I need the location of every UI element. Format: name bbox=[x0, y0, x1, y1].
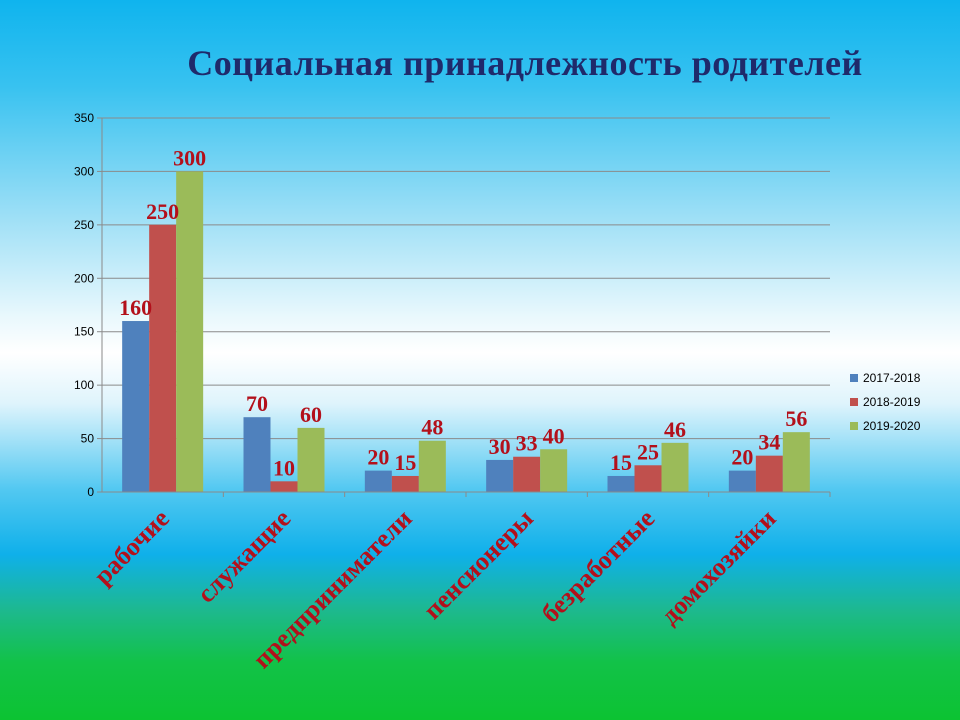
bar bbox=[661, 442, 689, 492]
legend-label: 2018-2019 bbox=[863, 395, 921, 409]
bar bbox=[391, 475, 419, 492]
y-tick-label: 250 bbox=[74, 218, 94, 232]
data-label: 15 bbox=[610, 450, 632, 475]
bar bbox=[297, 427, 325, 492]
legend-item: 2017-2018 bbox=[850, 366, 920, 390]
data-label: 48 bbox=[421, 415, 443, 440]
axes bbox=[101, 118, 831, 497]
data-label: 160 bbox=[119, 295, 152, 320]
bar bbox=[418, 440, 446, 492]
y-tick-label: 0 bbox=[87, 485, 94, 499]
bar bbox=[176, 171, 204, 492]
data-label: 30 bbox=[489, 434, 511, 459]
bar bbox=[243, 417, 271, 492]
y-tick-label: 350 bbox=[74, 111, 94, 125]
chart-title: Социальная принадлежность родителей bbox=[187, 43, 863, 83]
data-label: 33 bbox=[516, 431, 538, 456]
legend-label: 2019-2020 bbox=[863, 419, 921, 433]
bar bbox=[728, 470, 756, 492]
bar bbox=[149, 224, 177, 492]
data-label: 70 bbox=[246, 391, 268, 416]
category-label: служащие bbox=[192, 504, 297, 609]
bar bbox=[270, 481, 298, 492]
data-label: 40 bbox=[543, 423, 565, 448]
data-label: 20 bbox=[367, 445, 389, 470]
category-label: рабочие bbox=[88, 504, 175, 591]
data-label: 56 bbox=[785, 406, 807, 431]
data-label: 15 bbox=[394, 450, 416, 475]
legend-swatch-icon bbox=[850, 422, 858, 430]
bar bbox=[634, 465, 662, 492]
data-label: 250 bbox=[146, 199, 179, 224]
y-tick-label: 200 bbox=[74, 271, 94, 285]
gridlines bbox=[102, 117, 830, 440]
y-axis-ticks: 0 50 100 150 200 250 300 350 bbox=[74, 111, 102, 499]
y-tick-label: 100 bbox=[74, 378, 94, 392]
legend: 2017-2018 2018-2019 2019-2020 bbox=[850, 366, 920, 438]
data-label: 34 bbox=[758, 430, 780, 455]
bar bbox=[513, 456, 541, 492]
data-label: 20 bbox=[731, 445, 753, 470]
y-tick-label: 300 bbox=[74, 164, 94, 178]
category-label: безработные bbox=[536, 504, 660, 628]
bar bbox=[364, 470, 392, 492]
legend-item: 2018-2019 bbox=[850, 390, 920, 414]
legend-label: 2017-2018 bbox=[863, 371, 921, 385]
data-label: 300 bbox=[173, 145, 206, 170]
bar bbox=[607, 475, 635, 492]
category-label: пенсионеры bbox=[418, 504, 539, 625]
y-tick-label: 50 bbox=[81, 432, 95, 446]
data-label: 46 bbox=[664, 417, 686, 442]
data-label: 25 bbox=[637, 439, 659, 464]
data-label: 60 bbox=[300, 402, 322, 427]
bars bbox=[122, 171, 810, 492]
legend-swatch-icon bbox=[850, 398, 858, 406]
bar bbox=[540, 449, 568, 492]
legend-swatch-icon bbox=[850, 374, 858, 382]
bar bbox=[486, 459, 514, 492]
bar bbox=[782, 432, 810, 492]
legend-item: 2019-2020 bbox=[850, 414, 920, 438]
bar bbox=[755, 455, 783, 492]
data-label: 10 bbox=[273, 455, 295, 480]
category-label: домохозяйки bbox=[655, 504, 781, 630]
y-tick-label: 150 bbox=[74, 325, 94, 339]
bar bbox=[122, 321, 150, 492]
